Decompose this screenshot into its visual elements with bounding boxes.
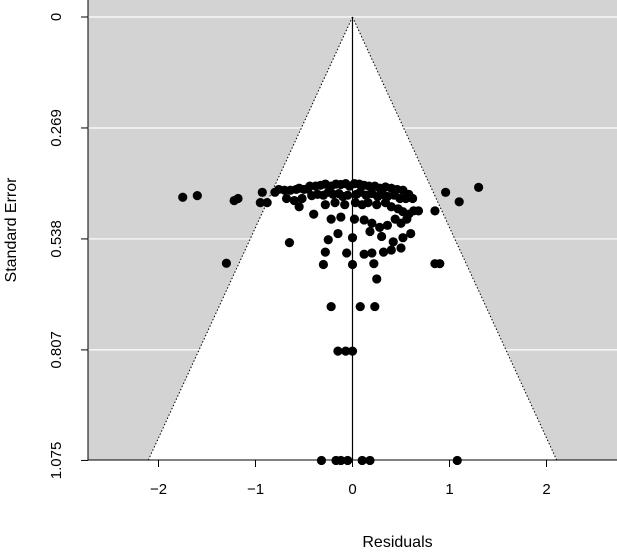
data-point (454, 197, 464, 207)
data-point (367, 248, 377, 258)
data-point (342, 248, 352, 258)
data-point (333, 346, 343, 356)
data-point (320, 247, 330, 257)
data-point (413, 206, 424, 216)
data-point (377, 231, 387, 242)
data-point (372, 200, 382, 210)
data-point (326, 301, 336, 312)
data-point (382, 220, 393, 230)
x-tick-label: 1 (445, 481, 453, 498)
data-point (347, 233, 358, 243)
data-point (340, 200, 350, 210)
y-axis-title: Standard Error (3, 177, 20, 283)
data-point (333, 228, 343, 239)
data-point (341, 346, 351, 356)
data-point (349, 214, 360, 224)
data-point (398, 233, 408, 243)
data-point (386, 245, 396, 255)
data-point (178, 192, 188, 202)
x-tick-label: 2 (542, 481, 550, 498)
data-point (255, 198, 265, 208)
data-point (309, 209, 319, 219)
data-point (396, 243, 406, 253)
data-point (262, 198, 272, 208)
data-point (192, 191, 202, 201)
data-point (347, 346, 358, 356)
axes: −2 −1 0 1 2 0 0.269 0.538 0.807 1.075 (48, 0, 617, 498)
data-point (221, 258, 231, 268)
data-point (369, 259, 379, 269)
data-point (372, 274, 382, 284)
data-point (284, 238, 295, 248)
data-point (320, 200, 330, 210)
y-tick-label: 1.075 (48, 442, 65, 480)
x-tick-label: 0 (348, 481, 356, 498)
data-point (318, 259, 328, 270)
x-tick-label: −1 (247, 481, 264, 498)
data-point (430, 206, 440, 216)
data-point (336, 212, 346, 222)
data-points (178, 179, 484, 466)
data-point (359, 249, 369, 259)
data-point (435, 259, 445, 269)
data-point (289, 195, 299, 206)
data-point (388, 237, 398, 247)
data-point (408, 193, 418, 204)
data-point (365, 226, 375, 237)
data-point (378, 247, 389, 257)
data-point (367, 218, 377, 228)
y-tick-label: 0.807 (48, 331, 65, 369)
data-point (297, 193, 307, 204)
data-point (370, 301, 380, 312)
y-tick-label: 0.538 (48, 220, 65, 258)
funnel-right-boundary (352, 16, 558, 461)
data-point (359, 215, 369, 225)
funnel-left-boundary (147, 16, 353, 461)
y-tick-label: 0.269 (48, 109, 65, 147)
data-point (401, 193, 411, 204)
data-point (326, 214, 336, 224)
data-point (347, 259, 358, 270)
data-point (323, 235, 333, 245)
data-point (330, 198, 340, 208)
data-point (375, 222, 385, 232)
data-point (355, 301, 365, 312)
data-point (233, 193, 243, 204)
data-point (406, 228, 416, 239)
data-point (281, 193, 292, 204)
data-point (474, 182, 484, 192)
data-point (257, 187, 267, 197)
y-tick-label: 0 (48, 13, 65, 21)
x-tick-label: −2 (150, 481, 167, 498)
data-point (441, 187, 451, 197)
x-axis-title: Residuals (362, 534, 432, 551)
data-point (363, 198, 373, 208)
data-point (294, 202, 304, 212)
data-point (402, 214, 412, 224)
data-point (343, 190, 353, 200)
